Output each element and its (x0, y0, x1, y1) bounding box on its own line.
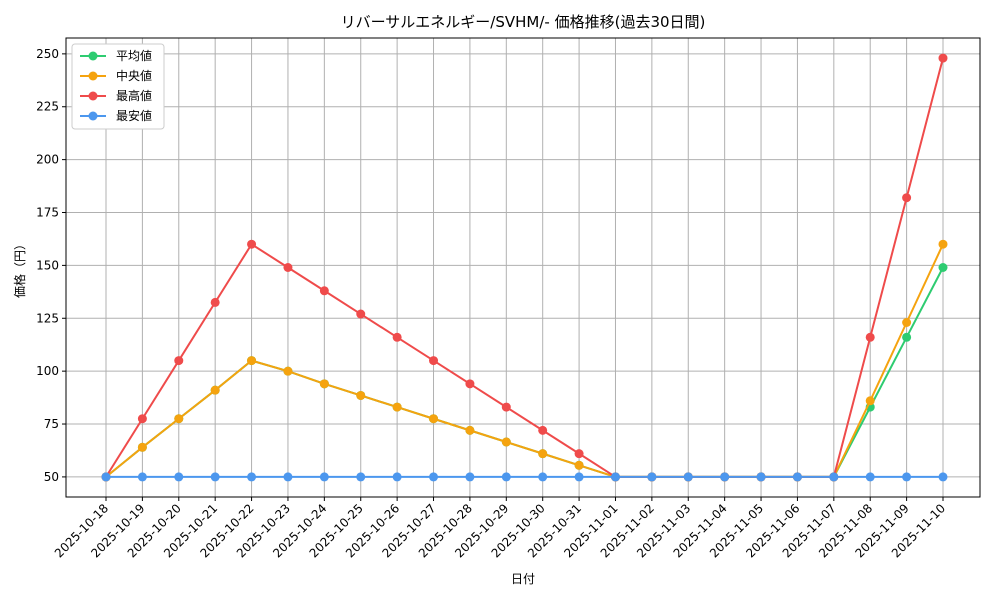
data-point (538, 472, 548, 482)
data-point (465, 472, 475, 482)
data-point (574, 472, 584, 482)
data-point (283, 263, 293, 272)
data-point (174, 414, 184, 424)
data-point (865, 332, 875, 342)
data-point (756, 472, 766, 482)
data-point (283, 472, 293, 482)
data-point (865, 472, 875, 482)
data-point (610, 472, 620, 482)
data-point (356, 390, 366, 400)
data-point (247, 239, 257, 249)
data-point (938, 239, 948, 249)
y-axis-label: 価格（円） (12, 238, 27, 298)
data-point (720, 472, 730, 482)
data-point (938, 472, 948, 482)
data-point (829, 472, 839, 482)
data-point (356, 309, 366, 319)
data-point (538, 449, 548, 459)
y-tick-label: 125 (36, 311, 59, 325)
data-point (792, 472, 802, 482)
data-point (429, 414, 439, 424)
legend-marker (88, 111, 98, 121)
data-point (247, 472, 257, 482)
data-point (501, 402, 511, 412)
data-point (174, 356, 184, 366)
legend-marker (88, 91, 98, 101)
data-point (465, 379, 475, 389)
data-point (210, 297, 220, 307)
data-point (574, 460, 584, 470)
data-point (429, 356, 439, 366)
data-point (647, 472, 657, 482)
data-point (392, 472, 402, 482)
data-point (465, 425, 475, 435)
series-line (105, 243, 944, 478)
data-point (501, 472, 511, 482)
legend-marker (88, 71, 98, 81)
data-point (683, 472, 693, 482)
data-point (137, 414, 147, 424)
series-line (105, 267, 944, 478)
data-point (137, 442, 147, 452)
y-tick-label: 200 (36, 153, 59, 167)
data-point (210, 472, 220, 482)
data-point (101, 472, 111, 482)
data-point (501, 437, 511, 447)
plot-frame (65, 37, 981, 498)
data-point (210, 385, 220, 395)
data-point (902, 317, 912, 327)
y-tick-label: 75 (44, 417, 59, 431)
y-tick-label: 175 (36, 206, 59, 220)
legend-box (71, 43, 165, 130)
legend-label: 平均値 (116, 48, 152, 63)
data-point (938, 263, 948, 272)
data-point (902, 193, 912, 203)
chart-title: リバーサルエネルギー/SVHM/- 価格推移(過去30日間) (341, 13, 706, 31)
legend-label: 最高値 (116, 88, 152, 103)
data-point (283, 366, 293, 376)
y-tick-label: 50 (44, 470, 59, 484)
data-point (392, 332, 402, 342)
data-point (902, 332, 912, 342)
data-point (429, 472, 439, 482)
data-point (902, 472, 912, 482)
y-tick-label: 250 (36, 47, 59, 61)
y-tick-label: 100 (36, 364, 59, 378)
data-point (174, 472, 184, 482)
data-point (319, 472, 329, 482)
legend-marker (88, 51, 98, 61)
data-point (865, 396, 875, 406)
data-point (938, 53, 948, 63)
data-point (247, 356, 257, 366)
y-tick-label: 150 (36, 258, 59, 272)
legend-label: 中央値 (116, 68, 152, 83)
series-line (105, 57, 944, 478)
y-tick-label: 225 (36, 100, 59, 114)
legend-label: 最安値 (116, 108, 152, 123)
data-point (319, 286, 329, 296)
data-point (392, 402, 402, 412)
data-point (319, 379, 329, 389)
data-point (574, 449, 584, 459)
data-point (356, 472, 366, 482)
x-axis-label: 日付 (511, 572, 535, 586)
data-point (538, 425, 548, 435)
data-point (137, 472, 147, 482)
